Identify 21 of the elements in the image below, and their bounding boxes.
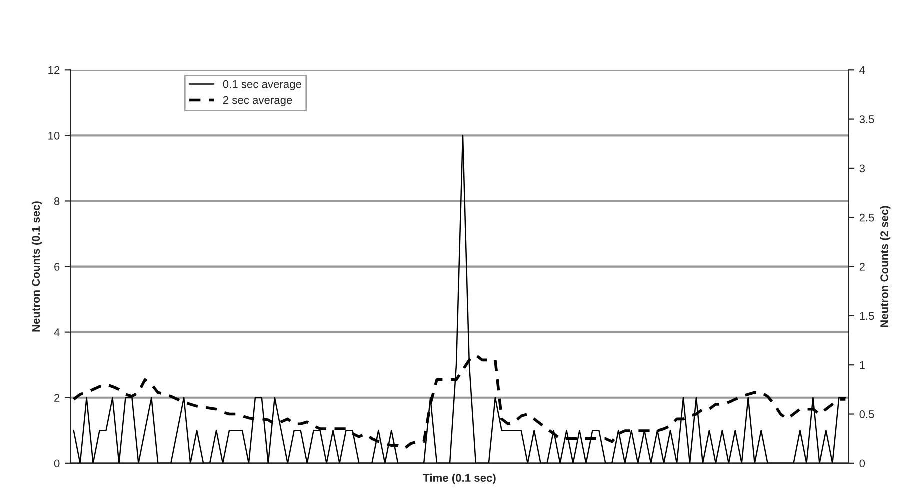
y2-tick-label: 0.5 — [860, 410, 874, 418]
legend-label: 2 sec average — [223, 96, 292, 106]
y-tick-label: 4 — [54, 328, 60, 336]
x-axis-title: Time (0.1 sec) — [423, 474, 496, 484]
y2-tick-label: 2.5 — [860, 214, 874, 222]
y-tick-label: 8 — [54, 198, 60, 206]
y-tick-label: 10 — [48, 132, 60, 140]
y2-tick-label: 2 — [860, 263, 865, 271]
y2-tick-label: 3.5 — [860, 116, 874, 124]
y2-tick-label: 0 — [860, 460, 866, 468]
y-axis-title: Neutron Counts (0.1 sec) — [32, 202, 42, 332]
legend-label: 0.1 sec average — [223, 80, 302, 90]
y-tick-label: 0 — [54, 460, 60, 468]
y-tick-label: 2 — [54, 394, 60, 402]
y2-tick-label: 3 — [860, 164, 865, 173]
y2-tick-label: 1.5 — [860, 312, 874, 320]
y2-tick-label: 4 — [860, 66, 866, 74]
y-tick-label: 12 — [48, 66, 60, 74]
y2-axis-title: Neutron Counts (2 sec) — [880, 206, 891, 328]
y2-tick-label: 1 — [860, 361, 865, 370]
y-tick-label: 6 — [54, 263, 60, 271]
